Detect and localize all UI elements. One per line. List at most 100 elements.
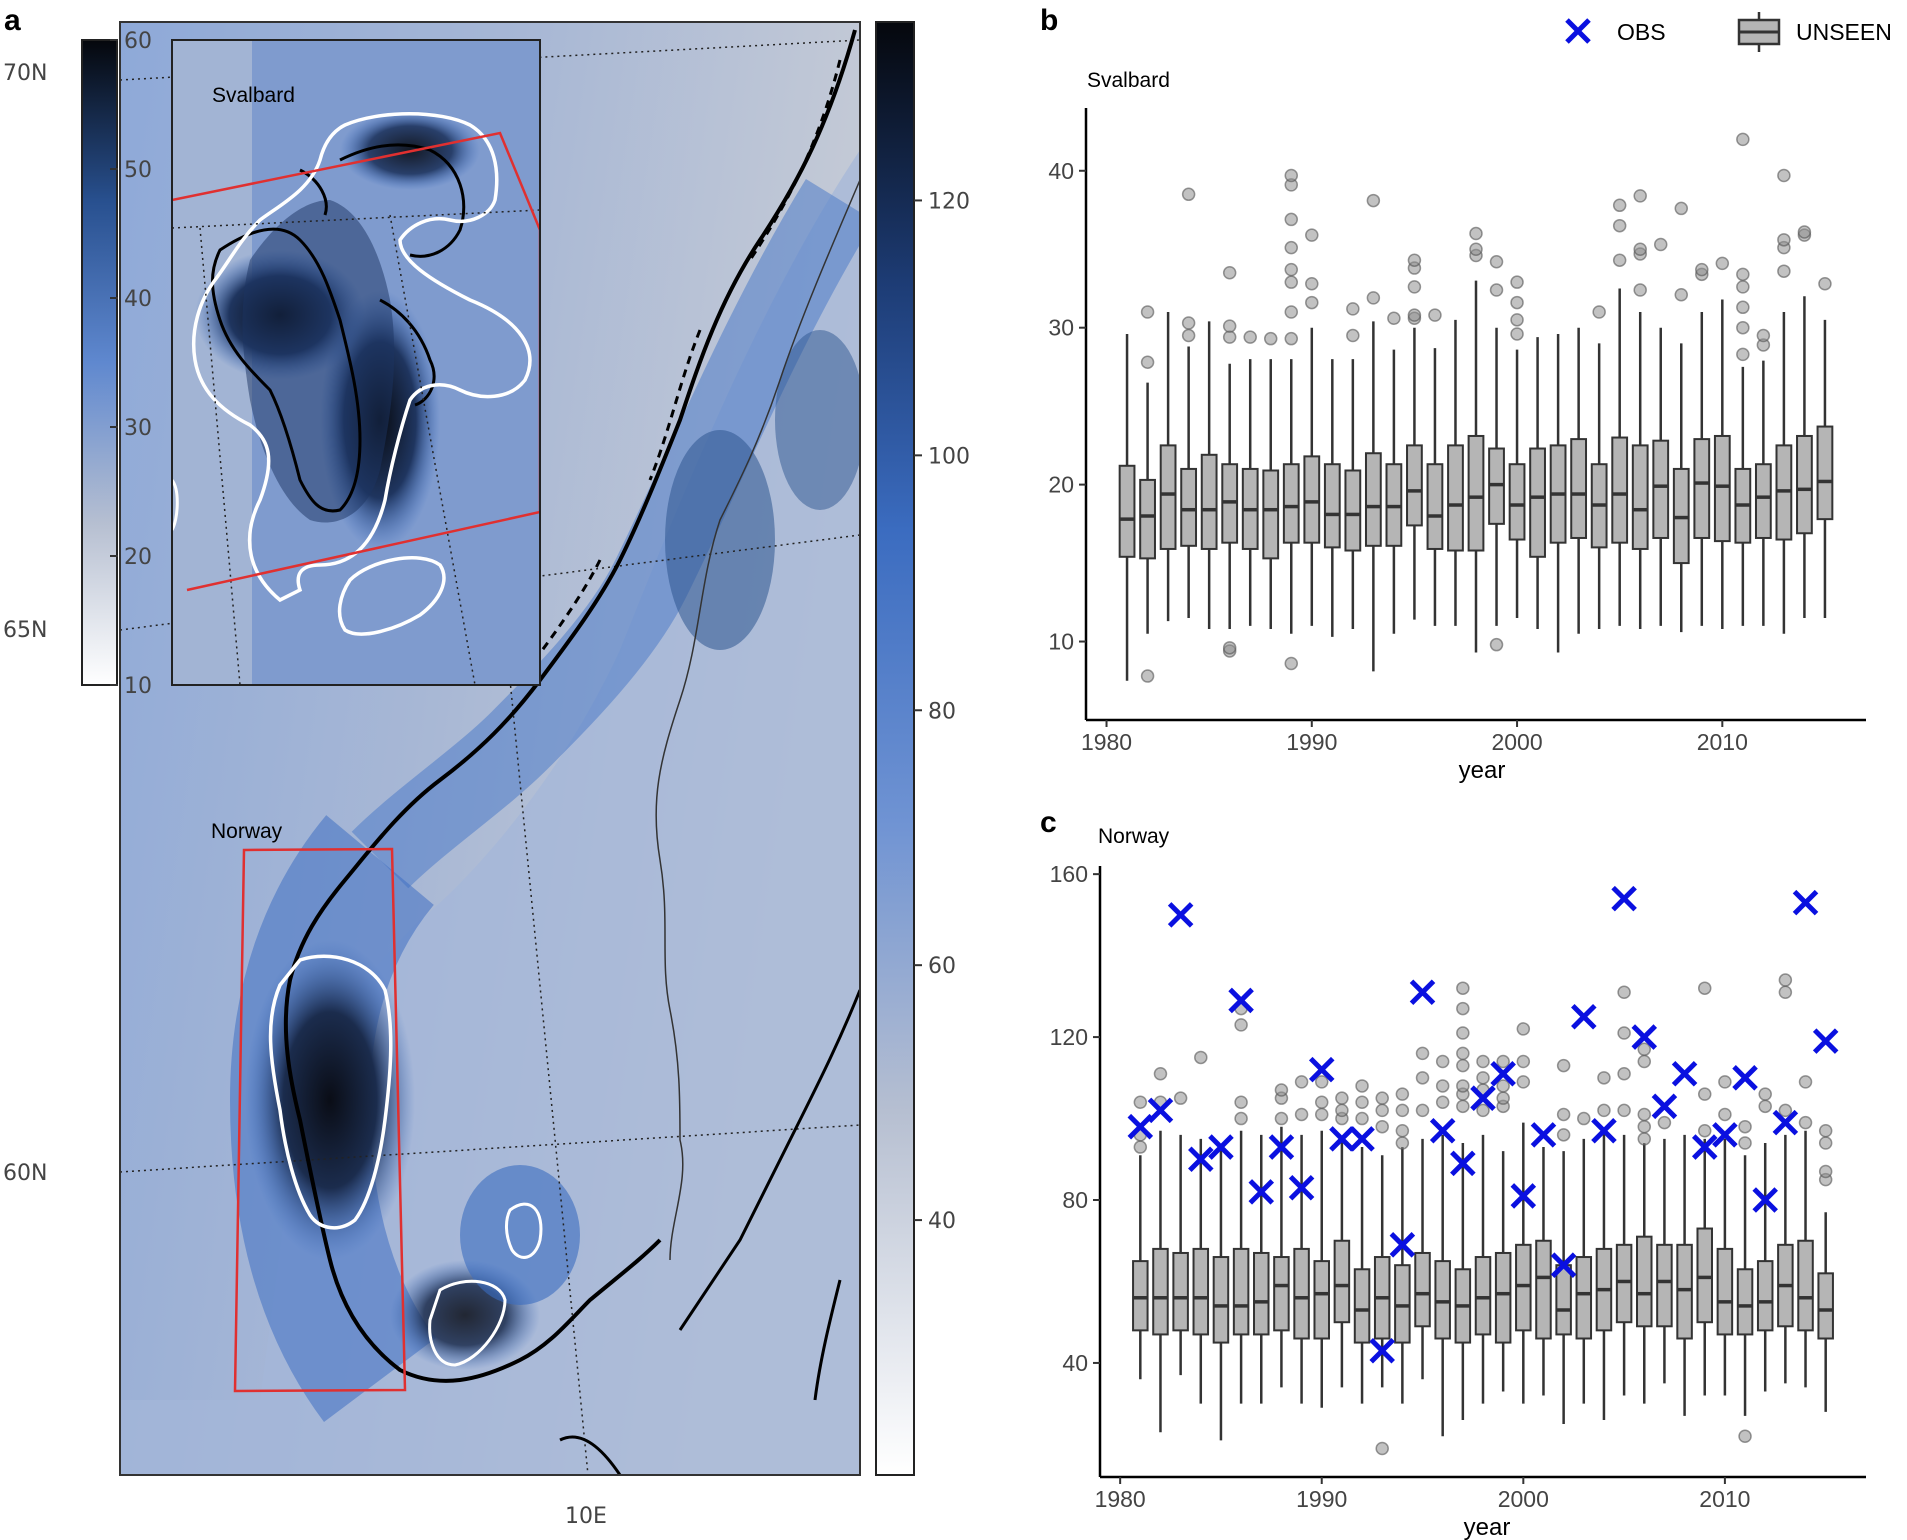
- box-1997: [1454, 981, 1472, 1420]
- box-body: [1656, 1243, 1673, 1328]
- box-body: [1696, 1227, 1713, 1324]
- box-outlier: [1637, 1054, 1652, 1069]
- box-outlier: [1778, 973, 1793, 987]
- box-2007: [1652, 237, 1670, 626]
- svalbard-boxplot: 10 20 30 40 1980 1990 2000 2010: [1048, 108, 1866, 755]
- obs-point-stroke: [1409, 979, 1436, 1006]
- obs-point-stroke: [1288, 1175, 1315, 1201]
- legend: OBS UNSEEN: [1565, 12, 1892, 52]
- box-outlier: [1612, 218, 1627, 233]
- inset-colorbar-tick-label: 20: [124, 545, 152, 570]
- box-2009: [1696, 981, 1713, 1396]
- obs-point-stroke: [1329, 1126, 1355, 1152]
- box-outlier: [1510, 327, 1524, 341]
- box-outlier: [1284, 240, 1299, 255]
- box-outlier: [1133, 1095, 1148, 1110]
- box-body: [1364, 452, 1382, 547]
- obs-point: [1671, 1060, 1698, 1087]
- obs-point-stroke: [1510, 1183, 1537, 1209]
- box-outlier: [1797, 225, 1812, 239]
- box-2006: [1631, 189, 1649, 629]
- y-tick-label: 80: [1062, 1187, 1088, 1213]
- box-outlier: [1637, 1119, 1652, 1134]
- box-outlier: [1633, 242, 1647, 256]
- box-outlier: [1428, 308, 1442, 322]
- x-tick-label: 2010: [1697, 729, 1748, 755]
- box-2013: [1775, 168, 1793, 634]
- box-outlier: [1597, 1103, 1611, 1118]
- y-tick-label: 160: [1050, 861, 1088, 887]
- box-outlier: [1516, 1075, 1531, 1089]
- obs-point: [1248, 1179, 1275, 1205]
- obs-point: [1167, 902, 1194, 928]
- box-outlier: [1496, 1054, 1510, 1069]
- box-body: [1293, 1247, 1310, 1340]
- box-outlier: [1718, 1107, 1732, 1122]
- box-outlier: [1556, 1058, 1571, 1073]
- box-2011: [1734, 132, 1752, 626]
- box-1993: [1373, 1091, 1391, 1456]
- obs-point-stroke: [1812, 1028, 1839, 1054]
- lat-label-70n: 70N: [3, 61, 47, 86]
- box-outlier: [1489, 283, 1504, 297]
- box-outlier: [1496, 1079, 1510, 1093]
- box-outlier: [1516, 1022, 1531, 1036]
- box-outlier: [1469, 226, 1483, 241]
- main-colorbar-tick-label: 80: [928, 699, 956, 724]
- box-outlier: [1633, 189, 1647, 203]
- box-body: [1313, 1260, 1330, 1340]
- box-outlier: [1395, 1103, 1410, 1118]
- box-outlier: [1284, 331, 1299, 346]
- obs-point: [1450, 1150, 1476, 1177]
- box-body: [1796, 434, 1813, 535]
- box-1994: [1394, 1087, 1411, 1404]
- obs-point-stroke: [1167, 902, 1194, 928]
- box-outlier: [1736, 132, 1750, 147]
- box-outlier: [1415, 1046, 1430, 1061]
- box-outlier: [1222, 266, 1237, 280]
- box-outlier: [1798, 1115, 1813, 1130]
- box-outlier: [1284, 262, 1299, 277]
- obs-point: [1389, 1232, 1416, 1258]
- obs-point: [1429, 1117, 1456, 1144]
- box-outlier: [1496, 1091, 1510, 1105]
- box-1984: [1180, 187, 1198, 618]
- panel-b-title: Svalbard: [1087, 69, 1170, 92]
- obs-point-stroke: [1450, 1150, 1476, 1177]
- box-outlier: [1798, 1075, 1813, 1089]
- box-outlier: [1597, 1071, 1611, 1085]
- box-body: [1353, 1268, 1371, 1344]
- box-outlier: [1305, 295, 1319, 310]
- box-body: [1253, 1251, 1270, 1336]
- box-outlier: [1577, 1111, 1591, 1126]
- norway-boxplot: 40 80 120 160 1980 1990 2000 2010: [1050, 861, 1866, 1512]
- box-body: [1172, 1251, 1189, 1332]
- main-colorbar-ticks: 40 60 80 100 120: [914, 189, 970, 1234]
- box-outlier: [1456, 1079, 1470, 1093]
- panel-b-xlabel: year: [1459, 757, 1506, 784]
- box-body: [1394, 1264, 1411, 1344]
- inset-colorbar-tick-label: 60: [124, 29, 152, 54]
- box-outlier: [1375, 1441, 1389, 1456]
- box-outlier: [1133, 1140, 1148, 1154]
- box-outlier: [1435, 1095, 1450, 1110]
- obs-point-stroke: [1490, 1060, 1516, 1087]
- norway-hotspot: [245, 940, 415, 1260]
- box-outlier: [1612, 198, 1627, 213]
- obs-point-stroke: [1228, 987, 1254, 1014]
- box-1988: [1273, 1083, 1290, 1388]
- panel-c-title: Norway: [1098, 825, 1170, 848]
- inset-colorbar-tick-label: 10: [124, 674, 152, 699]
- box-body: [1515, 1243, 1532, 1332]
- box-outlier: [1510, 313, 1524, 327]
- box-outlier: [1375, 1091, 1389, 1105]
- box-body: [1693, 438, 1711, 539]
- box-1999: [1488, 255, 1505, 652]
- obs-point: [1772, 1109, 1799, 1136]
- y-tick-label: 120: [1050, 1024, 1088, 1050]
- box-outlier: [1435, 1079, 1450, 1093]
- obs-point-stroke: [1732, 1065, 1758, 1091]
- obs-point: [1812, 1028, 1839, 1054]
- box-outlier: [1612, 253, 1627, 267]
- box-outlier: [1314, 1095, 1329, 1110]
